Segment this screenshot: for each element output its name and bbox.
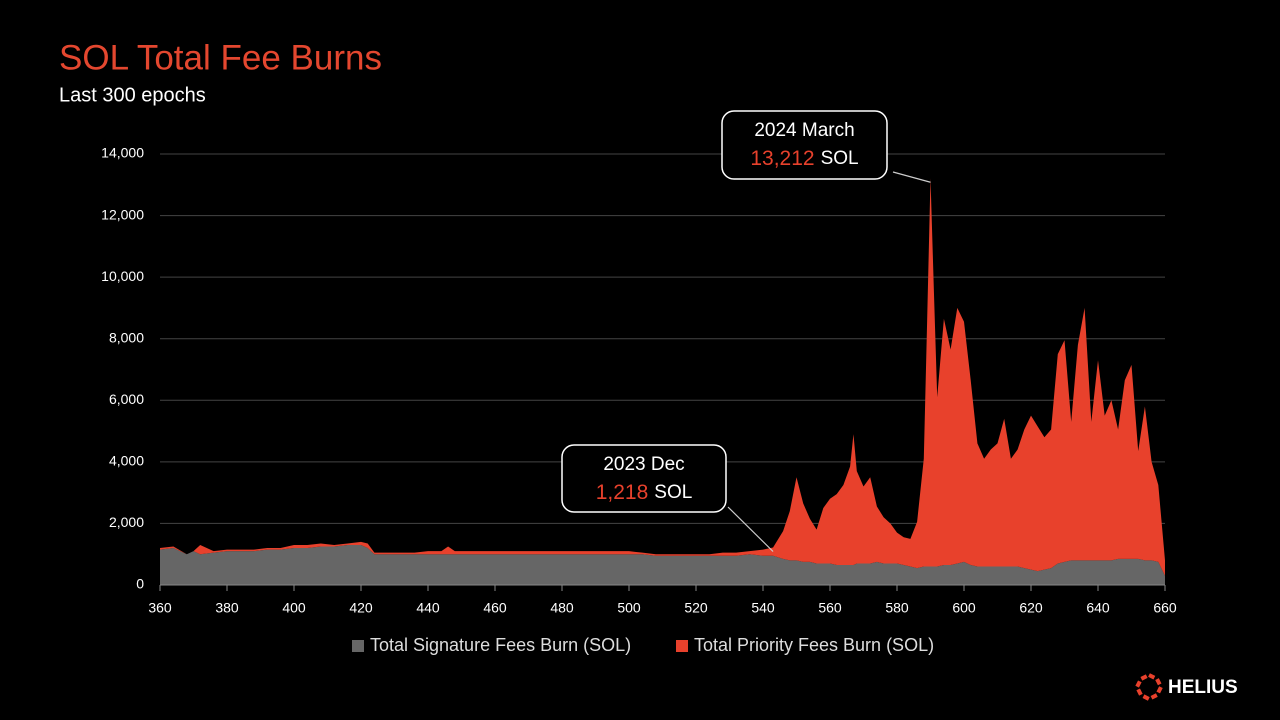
x-tick-label: 400 bbox=[282, 600, 306, 616]
callout-number: 1,218 bbox=[596, 481, 649, 504]
y-tick-label: 14,000 bbox=[101, 145, 144, 161]
legend-swatch bbox=[352, 640, 364, 652]
x-tick-label: 380 bbox=[215, 600, 239, 616]
y-tick-label: 2,000 bbox=[109, 514, 144, 530]
y-tick-label: 8,000 bbox=[109, 329, 144, 345]
x-tick-label: 420 bbox=[349, 600, 373, 616]
callout-line bbox=[892, 171, 931, 183]
area bbox=[160, 178, 1165, 576]
x-tick-label: 360 bbox=[148, 600, 172, 616]
y-tick-label: 6,000 bbox=[109, 391, 144, 407]
legend-swatch bbox=[676, 640, 688, 652]
chart-title: SOL Total Fee Burns bbox=[59, 38, 382, 77]
x-tick-label: 440 bbox=[416, 600, 440, 616]
y-tick-label: 10,000 bbox=[101, 268, 144, 284]
legend-label: Total Priority Fees Burn (SOL) bbox=[694, 635, 934, 655]
x-tick-label: 460 bbox=[483, 600, 507, 616]
callout-box bbox=[561, 444, 727, 513]
area bbox=[160, 544, 1165, 585]
x-tick-label: 480 bbox=[550, 600, 574, 616]
x-tick-label: 520 bbox=[684, 600, 708, 616]
x-tick-label: 600 bbox=[952, 600, 976, 616]
callout-unit: SOL bbox=[821, 148, 859, 169]
x-tick-label: 580 bbox=[885, 600, 909, 616]
x-tick-label: 640 bbox=[1086, 600, 1110, 616]
y-tick-label: 12,000 bbox=[101, 206, 144, 222]
callout-title: 2024 March bbox=[754, 120, 854, 141]
chart-subtitle: Last 300 epochs bbox=[59, 84, 206, 106]
y-tick-label: 0 bbox=[136, 576, 144, 592]
y-tick-label: 4,000 bbox=[109, 453, 144, 469]
logo: HELIUS bbox=[1134, 672, 1238, 702]
callout-title: 2023 Dec bbox=[603, 454, 684, 475]
callout-line bbox=[727, 506, 774, 552]
callout-box bbox=[721, 110, 888, 180]
callout-number: 13,212 bbox=[750, 147, 814, 170]
logo-icon bbox=[1134, 672, 1164, 702]
x-tick-label: 620 bbox=[1019, 600, 1043, 616]
x-tick-label: 500 bbox=[617, 600, 641, 616]
x-tick-label: 540 bbox=[751, 600, 775, 616]
callout-unit: SOL bbox=[654, 482, 692, 503]
legend-label: Total Signature Fees Burn (SOL) bbox=[370, 635, 631, 655]
x-tick-label: 660 bbox=[1153, 600, 1177, 616]
x-tick-label: 560 bbox=[818, 600, 842, 616]
logo-text: HELIUS bbox=[1168, 677, 1238, 698]
callout-value: 13,212 SOL bbox=[750, 147, 858, 170]
callout-value: 1,218 SOL bbox=[596, 481, 693, 504]
